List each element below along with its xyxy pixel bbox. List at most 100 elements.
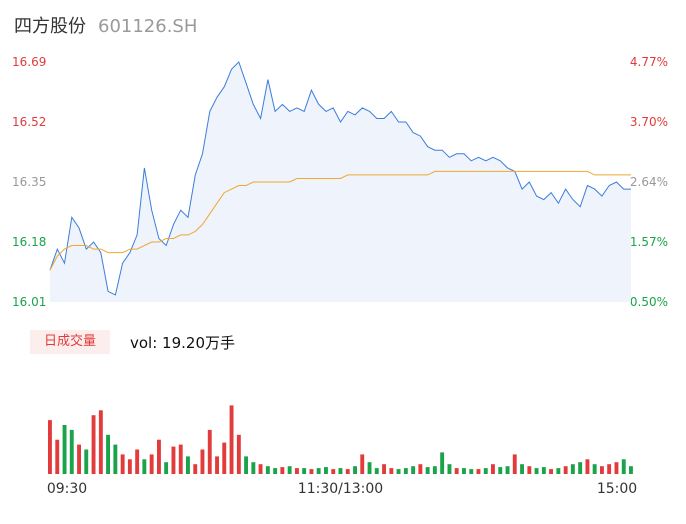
volume-bar	[200, 449, 205, 474]
volume-bar	[273, 468, 278, 474]
volume-bar	[570, 464, 575, 474]
volume-bar	[614, 462, 619, 474]
volume-bar	[367, 462, 372, 474]
volume-bar	[338, 468, 343, 474]
volume-bar	[171, 446, 176, 474]
volume-bar	[374, 468, 379, 474]
volume-bar	[534, 468, 539, 474]
volume-bar	[411, 466, 416, 474]
volume-bar	[382, 464, 386, 474]
volume-bar	[55, 439, 60, 474]
volume-bar	[48, 420, 52, 474]
y-tick-right: 4.77%	[629, 55, 668, 69]
y-tick-left: 16.69	[12, 55, 47, 69]
volume-bar	[498, 467, 503, 474]
y-tick-right: 1.57%	[629, 235, 668, 249]
volume-bar	[244, 456, 248, 474]
volume-bar	[193, 464, 198, 474]
volume-bar	[229, 405, 234, 474]
volume-bar	[578, 462, 583, 474]
volume-bar	[98, 410, 103, 474]
volume-bar	[251, 462, 256, 474]
volume-bar	[353, 466, 357, 474]
volume-bar	[142, 459, 147, 474]
volume-bar	[91, 415, 96, 474]
y-tick-left: 16.18	[12, 235, 47, 249]
volume-bar	[265, 466, 270, 474]
volume-bar	[541, 467, 546, 474]
volume-bar	[62, 425, 67, 474]
volume-bar	[629, 466, 633, 474]
volume-bar	[491, 464, 495, 474]
volume-bar	[425, 467, 430, 474]
volume-bar	[164, 462, 169, 474]
price-area	[50, 62, 631, 302]
x-tick: 11:30/13:00	[297, 481, 384, 497]
volume-bar	[483, 468, 488, 474]
volume-bar	[207, 429, 212, 474]
volume-bar	[563, 466, 568, 474]
volume-bar	[84, 449, 89, 474]
volume-bar	[454, 468, 459, 474]
volume-bar	[527, 466, 532, 474]
x-tick: 15:00	[596, 481, 638, 497]
average-line	[49, 170, 631, 271]
volume-bar	[280, 467, 285, 474]
volume-badge: 日成交量	[30, 330, 110, 354]
volume-bar	[258, 464, 263, 474]
volume-bar	[345, 469, 350, 474]
volume-bar	[469, 469, 474, 474]
volume-bar	[592, 464, 597, 474]
volume-bar	[505, 466, 510, 474]
volume-bar	[215, 456, 219, 474]
y-tick-right: 0.50%	[629, 295, 668, 309]
volume-bar	[157, 439, 161, 474]
x-tick: 09:30	[46, 481, 88, 497]
volume-bar	[178, 444, 183, 474]
y-tick-left: 16.35	[12, 175, 47, 189]
volume-bar	[432, 466, 437, 474]
volume-bar	[309, 469, 314, 474]
volume-bar	[186, 456, 190, 474]
stock-code: 601126.SH	[98, 16, 198, 37]
volume-bar	[236, 434, 241, 474]
y-tick-right: 3.70%	[629, 115, 668, 129]
volume-bar	[621, 459, 626, 474]
volume-bar	[360, 454, 365, 474]
y-tick-left: 16.01	[12, 295, 47, 309]
volume-bar	[120, 454, 125, 474]
volume-bar	[149, 454, 154, 474]
volume-bar	[607, 464, 612, 474]
price-line	[49, 61, 631, 296]
volume-bar	[447, 464, 452, 474]
volume-bar	[324, 467, 328, 474]
volume-bar	[135, 449, 140, 474]
y-tick-right: 2.64%	[629, 175, 668, 189]
volume-bar	[476, 469, 481, 474]
volume-bar	[585, 459, 590, 474]
volume-bar	[520, 464, 524, 474]
volume-bar	[222, 442, 227, 474]
volume-bar	[127, 459, 132, 474]
volume-bar	[396, 469, 401, 474]
stock-name: 四方股份	[14, 16, 86, 37]
volume-bar	[77, 444, 81, 474]
stock-title: 四方股份 601126.SH	[14, 12, 197, 38]
volume-label: vol: 19.20万手	[130, 334, 235, 352]
volume-bar	[418, 464, 423, 474]
volume-bar	[462, 468, 466, 474]
volume-bar	[113, 444, 118, 474]
volume-bar	[295, 468, 299, 474]
volume-bar	[556, 468, 561, 474]
volume-bar	[302, 468, 307, 474]
volume-bar	[316, 468, 321, 474]
volume-bar	[600, 466, 604, 474]
volume-bar	[512, 454, 517, 474]
volume-bar	[106, 434, 110, 474]
volume-bar	[389, 468, 394, 474]
volume-bar	[440, 452, 445, 474]
volume-bar	[549, 469, 553, 474]
volume-bar	[403, 468, 408, 474]
volume-bar	[287, 466, 292, 474]
